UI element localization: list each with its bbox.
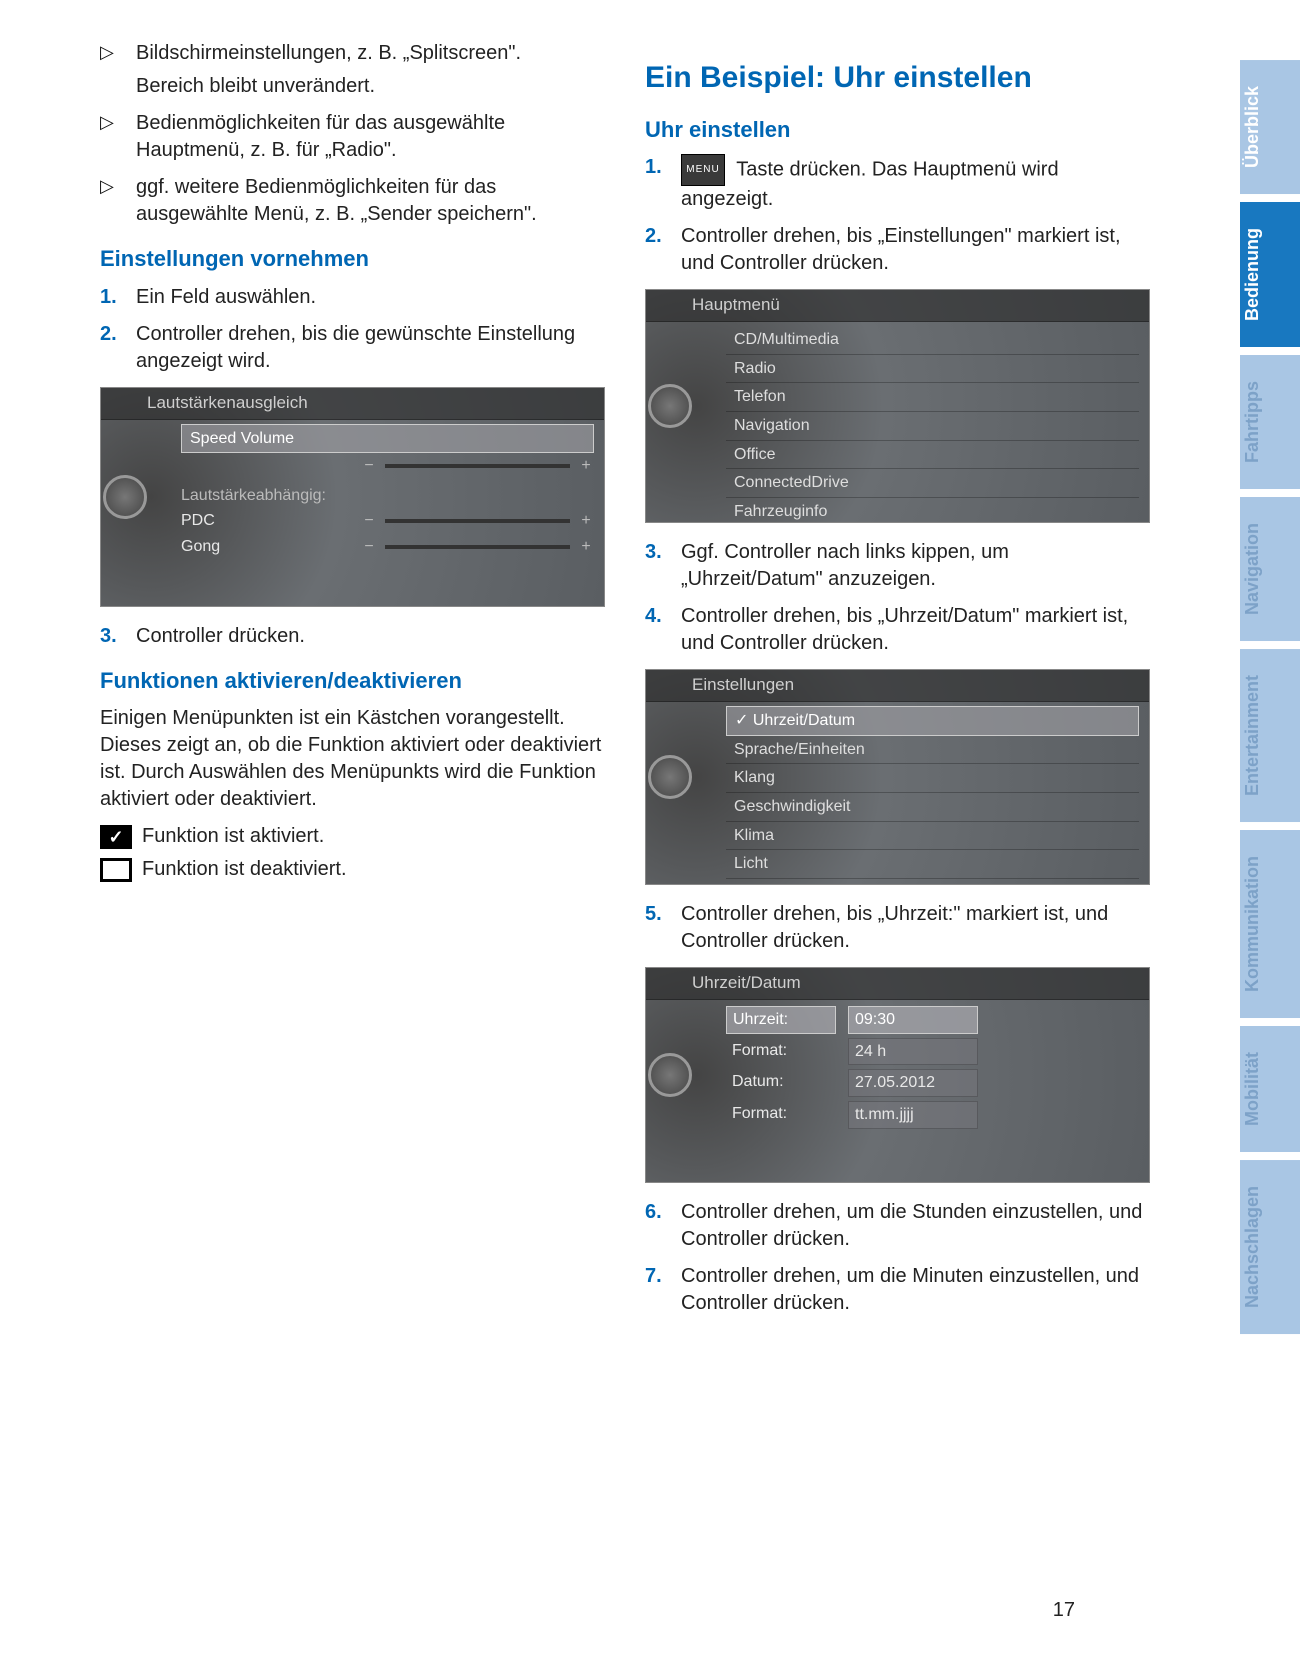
step-text: Controller drehen, bis „Uhrzeit/Datum" m… (681, 603, 1150, 657)
menu-item: Fahrzeuginfo (726, 498, 1139, 524)
heading-example: Ein Beispiel: Uhr einstellen (645, 58, 1150, 99)
menu-item: Radio (726, 355, 1139, 384)
nav-tab[interactable]: Mobilität (1240, 1026, 1300, 1152)
screen-bullets: Bildschirmeinstellungen, z. B. „Splitscr… (100, 40, 605, 228)
controller-knob-icon (648, 755, 692, 799)
right-column: Ein Beispiel: Uhr einstellen Uhr einstel… (645, 40, 1150, 1327)
settings-row: Format:tt.mm.jjjj (726, 1099, 1139, 1131)
menu-item: Office (726, 441, 1139, 470)
nav-tab[interactable]: Nachschlagen (1240, 1160, 1300, 1334)
step-text: Controller drücken. (136, 623, 305, 650)
heading-uhr: Uhr einstellen (645, 115, 1150, 145)
nav-tab[interactable]: Fahrtipps (1240, 355, 1300, 489)
screenshot-header: Einstellungen (646, 670, 1149, 702)
menu-item: Geschwindigkeit (726, 793, 1139, 822)
nav-tab[interactable]: Kommunikation (1240, 830, 1300, 1018)
nav-tab[interactable]: Bedienung (1240, 202, 1300, 347)
menu-item: Klima (726, 822, 1139, 851)
screenshot-header: Hauptmenü (646, 290, 1149, 322)
screenshot-header: Uhrzeit/Datum (646, 968, 1149, 1000)
bullet-item: Bedienmöglichkeiten für das ausgewählte … (100, 110, 605, 164)
menu-item: Klang (726, 764, 1139, 793)
group-label: Lautstärkeabhängig: (181, 479, 594, 509)
step-text: Controller drehen, bis „Einstellungen" m… (681, 223, 1150, 277)
step-text: Controller drehen, um die Stunden einzus… (681, 1199, 1150, 1253)
settings-row: Uhrzeit:09:30 (726, 1004, 1139, 1036)
menu-item: Türverriegelung (726, 879, 1139, 886)
settings-row: Datum:27.05.2012 (726, 1067, 1139, 1099)
side-tabs: Überblick Bedienung Fahrtipps Navigation Ent… (1240, 60, 1300, 1334)
screenshot-hauptmenu: Hauptmenü CD/MultimediaRadioTelefonNavig… (645, 289, 1150, 523)
screenshot-header: Lautstärkenausgleich (101, 388, 604, 420)
menu-item: Licht (726, 850, 1139, 879)
menu-item: Telefon (726, 383, 1139, 412)
left-column: Bildschirmeinstellungen, z. B. „Splitscr… (100, 40, 605, 1327)
step-text: Ein Feld auswählen. (136, 284, 316, 311)
menu-item-selected: Speed Volume (181, 424, 594, 454)
menu-item: Sprache/Einheiten (726, 736, 1139, 765)
page-number: 17 (1053, 1597, 1075, 1624)
controller-knob-icon (103, 475, 147, 519)
screenshot-uhrzeit: Uhrzeit/Datum Uhrzeit:09:30Format:24 hDa… (645, 967, 1150, 1183)
step-text: MENU Taste drücken. Das Hauptmenü wird a… (681, 154, 1150, 213)
step-text: Controller drehen, bis „Uhrzeit:" markie… (681, 901, 1150, 955)
function-deactivated-line: Funktion ist deaktiviert. (100, 856, 605, 883)
menu-item: Navigation (726, 412, 1139, 441)
controller-knob-icon (648, 384, 692, 428)
checkbox-empty-icon (100, 858, 132, 882)
settings-steps: 1.Ein Feld auswählen. 2.Controller drehe… (100, 284, 605, 375)
heading-funktionen: Funktionen aktivieren/deaktivieren (100, 666, 605, 696)
menu-button-icon: MENU (681, 154, 725, 186)
bullet-item: Bildschirmeinstellungen, z. B. „Splitscr… (100, 40, 605, 100)
step-text: Controller drehen, um die Minuten einzus… (681, 1263, 1150, 1317)
bullet-item: ggf. weitere Bedienmöglichkeiten für das… (100, 174, 605, 228)
step-text: Ggf. Controller nach links kippen, um „U… (681, 539, 1150, 593)
controller-knob-icon (648, 1053, 692, 1097)
nav-tab[interactable]: Entertainment (1240, 649, 1300, 822)
functions-paragraph: Einigen Menüpunkten ist ein Kästchen vor… (100, 705, 605, 813)
screenshot-volume: Lautstärkenausgleich Speed Volume −+ Lau… (100, 387, 605, 607)
menu-item: ConnectedDrive (726, 469, 1139, 498)
menu-item: CD/Multimedia (726, 326, 1139, 355)
nav-tab[interactable]: Navigation (1240, 497, 1300, 641)
function-activated-line: ✓ Funktion ist aktiviert. (100, 823, 605, 850)
settings-row: Format:24 h (726, 1036, 1139, 1068)
screenshot-einstellungen: Einstellungen Uhrzeit/DatumSprache/Einhe… (645, 669, 1150, 885)
checkbox-checked-icon: ✓ (100, 825, 132, 849)
nav-tab[interactable]: Überblick (1240, 60, 1300, 194)
menu-item: Uhrzeit/Datum (726, 706, 1139, 736)
heading-einstellungen: Einstellungen vornehmen (100, 244, 605, 274)
step-text: Controller drehen, bis die gewünschte Ei… (136, 321, 605, 375)
